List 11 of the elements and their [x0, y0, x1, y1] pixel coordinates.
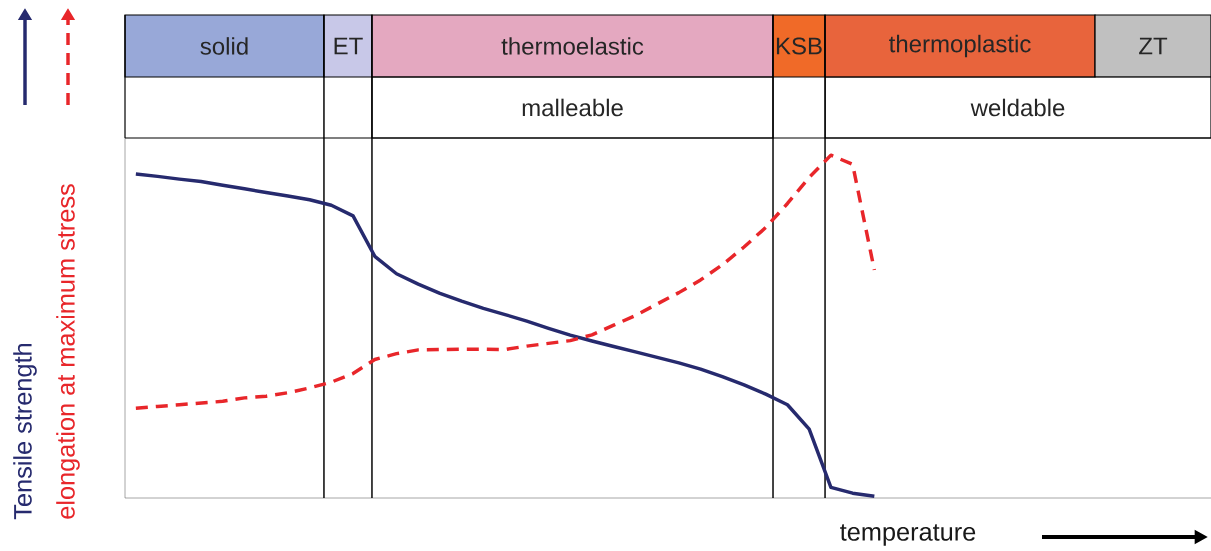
- text: KSB: [776, 37, 822, 55]
- x-axis-title: temperature: [840, 524, 976, 546]
- text: ET: [334, 37, 363, 55]
- text: ZT: [1139, 37, 1168, 55]
- text: elongation at maximum stress: [56, 184, 80, 519]
- text: solid: [200, 37, 248, 55]
- text: thermoelastic: [501, 37, 644, 55]
- text: weldable: [970, 98, 1065, 117]
- text: Tensile strength: [13, 343, 37, 520]
- text: thermoplastic: [889, 34, 1031, 58]
- text: malleable: [522, 98, 623, 117]
